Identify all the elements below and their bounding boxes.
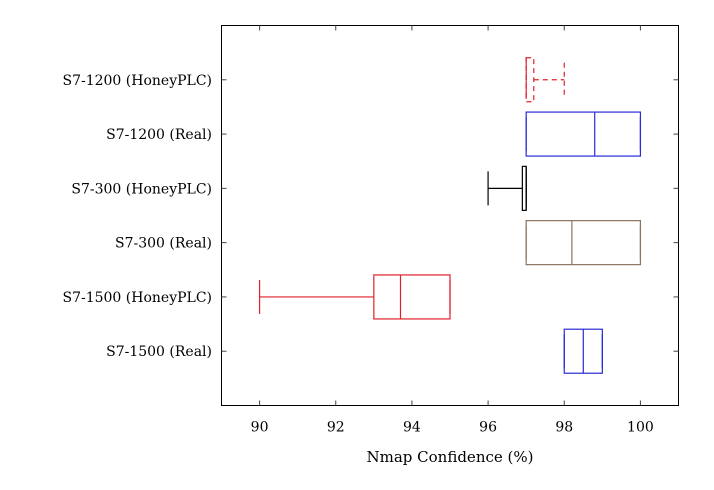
x-tick-label: 96 <box>479 420 497 436</box>
y-tick-label: S7-300 (HoneyPLC) <box>71 181 212 197</box>
box-iqr <box>525 111 642 157</box>
x-tick-label: 94 <box>403 420 421 436</box>
x-tick-label: 90 <box>251 420 269 436</box>
x-tick-label: 100 <box>627 420 654 436</box>
y-tick-label: S7-300 (Real) <box>115 236 212 252</box>
box-4 <box>258 274 451 320</box>
box-1 <box>525 111 642 157</box>
x-tick-label: 98 <box>555 420 573 436</box>
box-iqr <box>525 57 535 103</box>
y-tick-label: S7-1500 (Real) <box>106 344 212 360</box>
box-iqr <box>373 274 451 320</box>
y-tick-label: S7-1200 (HoneyPLC) <box>62 73 212 89</box>
y-tick-label: S7-1200 (Real) <box>106 127 212 143</box>
box-0 <box>525 57 565 103</box>
box-5 <box>563 328 603 374</box>
x-axis-label: Nmap Confidence (%) <box>367 448 534 466</box>
box-3 <box>525 220 642 266</box>
box-2 <box>487 165 527 211</box>
plot-frame <box>221 25 679 406</box>
y-tick-label: S7-1500 (HoneyPLC) <box>62 290 212 306</box>
box-iqr <box>525 220 642 266</box>
x-tick-label: 92 <box>327 420 345 436</box>
